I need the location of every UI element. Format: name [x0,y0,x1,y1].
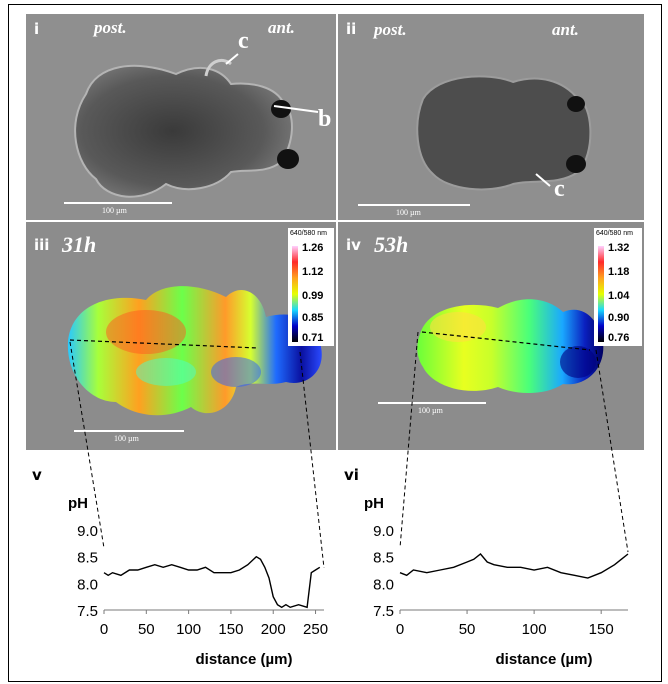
chart-v-ytick-0: 9.0 [77,523,98,540]
chart-v-projection-right [299,351,325,569]
scalebar-iv [378,402,486,404]
chart-v-ytick-1: 8.5 [77,550,98,567]
colorbar-legend-iv: 640/580 nm 1.32 1.18 1.04 0.90 0.76 [594,228,642,346]
colorbar-tick-2-iii: 0.99 [302,290,324,302]
colorbar-tick-0-iv: 1.32 [608,242,630,254]
scalebar-label-iv: 100 µm [418,406,443,415]
colorbar-tick-2-iv: 1.04 [608,290,630,302]
chart-v-projection-left [69,341,105,549]
ratio-image-iv [417,299,604,393]
panel-label-v: v [32,466,42,484]
colorbar-iii [292,246,298,342]
scalebar-i [64,202,172,204]
chart-vi-projection-right [595,349,629,553]
colorbar-tick-3-iv: 0.90 [608,312,630,324]
colorbar-iv [598,246,604,342]
chart-v-xlabel: distance (µm) [196,651,293,668]
chart-vi-xtick-0: 0 [396,621,404,638]
marker-b-i: b [318,106,332,132]
colorbar-tick-3-iii: 0.85 [302,312,324,324]
panel-i: i post. ant. c b 100 µm [26,14,336,220]
colorbar-tick-4-iv: 0.76 [608,332,630,344]
larva-brightfield-ii [416,75,592,191]
chart-vi-ytick-1: 8.5 [373,550,394,567]
chart-vi-ytick-2: 8.0 [373,576,394,593]
colorbar-title-iv: 640/580 nm [596,230,633,237]
colorbar-legend-iii: 640/580 nm 1.26 1.12 0.99 0.85 0.71 [288,228,334,346]
scalebar-label-iii: 100 µm [114,434,139,443]
panel-label-iii: iii [34,236,50,254]
chart-vi-projection-left [399,331,419,549]
scalebar-label-i: 100 µm [102,206,127,215]
colorbar-tick-1-iv: 1.18 [608,266,630,278]
chart-vi-xtick-1: 50 [459,621,476,638]
anterior-label-ii: ant. [552,20,579,39]
chart-v-ytick-3: 7.5 [77,603,98,620]
time-label-iv: 53h [374,232,409,257]
ratio-image-iii [67,286,322,416]
chart-vi-xtick-2: 100 [522,621,547,638]
chart-v-xtick-3: 150 [218,621,243,638]
panel-label-i: i [34,20,40,38]
panel-label-iv: iv [346,236,361,254]
anterior-label-i: ant. [268,18,295,37]
chart-vi-ytick-3: 7.5 [373,603,394,620]
panel-iv: iv 53h 100 µm 640/580 nm 1.32 1.18 1.04 … [338,222,644,450]
chart-v-ytick-2: 8.0 [77,576,98,593]
chart-vi-ytick-0: 9.0 [373,523,394,540]
posterior-label-ii: post. [374,20,407,39]
colorbar-tick-0-iii: 1.26 [302,242,324,254]
chart-v-ylabel: pH [68,495,88,512]
chart-v-xtick-4: 200 [261,621,286,638]
time-label-iii: 31h [62,232,97,257]
larva-brightfield-i [74,53,319,198]
scalebar-iii [74,430,184,432]
chart-vi-xtick-3: 150 [589,621,614,638]
chart-v-xtick-5: 250 [303,621,328,638]
panel-label-ii: ii [346,20,357,38]
scalebar-label-ii: 100 µm [396,208,421,217]
panel-iii: iii 31h 100 µm 640/580 nm 1.26 1.12 0.99… [26,222,336,450]
chart-v-xtick-0: 0 [100,621,108,638]
panel-ii: ii post. ant. c 100 µm [338,14,644,220]
chart-vi-xlabel: distance (µm) [496,651,593,668]
colorbar-tick-4-iii: 0.71 [302,332,324,344]
colorbar-title-iii: 640/580 nm [290,230,327,237]
chart-v-xtick-1: 50 [138,621,155,638]
chart-vi-ph-line [399,553,629,579]
colorbar-tick-1-iii: 1.12 [302,266,324,278]
chart-vi-ylabel: pH [364,495,384,512]
marker-c-i: c [238,28,249,54]
chart-v-xtick-2: 100 [176,621,201,638]
panel-label-vi: vi [344,466,359,484]
marker-c-ii: c [554,176,565,202]
scalebar-ii [358,204,470,206]
posterior-label-i: post. [94,18,127,37]
chart-v-ph-line [103,555,321,609]
